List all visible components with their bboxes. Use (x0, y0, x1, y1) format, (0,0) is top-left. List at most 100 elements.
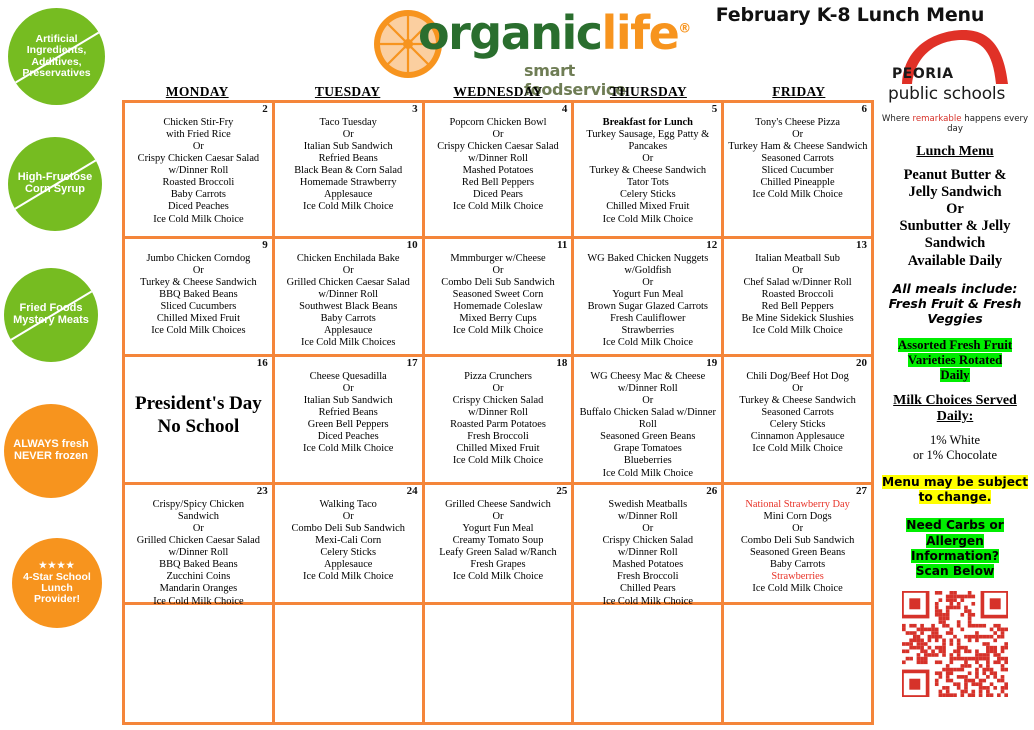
menu-item: WG Baked Chicken Nuggets (587, 253, 709, 264)
menu-item: Applesauce (323, 189, 373, 201)
menu-item: Red Bell Peppers (461, 177, 535, 189)
calendar-day-17[interactable]: 17 Cheese Quesadilla Or Italian Sub Sandwic… (274, 357, 425, 485)
calendar-day-10[interactable]: 10 Chicken Enchilada Bake Or Grilled Chicke… (274, 239, 425, 357)
calendar-day-empty[interactable] (274, 605, 425, 725)
calendar-day-9[interactable]: 9 Jumbo Chicken Corndog Or Turkey & Cheese … (125, 239, 275, 357)
calendar-day-empty[interactable] (574, 605, 725, 725)
calendar-week-row: 23 Crispy/Spicy Chicken Sandwich Or Grilled … (125, 485, 874, 607)
day-number: 24 (406, 485, 418, 497)
calendar-day-4[interactable]: 4 Popcorn Chicken Bowl Or Crispy Chicken Ca… (424, 103, 575, 239)
menu-item: Baby Carrots (770, 559, 826, 571)
menu-item: Ice Cold Milk Choice (602, 595, 693, 607)
menu-item: Celery Sticks (769, 419, 826, 431)
calendar-week-row: 9 Jumbo Chicken Corndog Or Turkey & Cheese … (125, 239, 874, 357)
orange-citrus-slice-icon (374, 10, 442, 78)
menu-item: Mmmburger w/Cheese (450, 253, 546, 264)
calendar-day-24[interactable]: 24 Walking Taco Or Combo Deli Sub Sandwich M… (274, 485, 425, 605)
menu-item: Fresh Broccoli (617, 571, 679, 583)
menu-item: Roll (638, 419, 657, 431)
menu-item: Italian Sub Sandwich (303, 141, 393, 153)
menu-item: Blueberries (623, 455, 672, 467)
menu-item: Seasoned Carrots (761, 407, 834, 419)
menu-item: Roasted Broccoli (162, 177, 235, 189)
menu-item: Chicken Enchilada Bake (296, 253, 400, 264)
weekday-friday: FRIDAY (772, 84, 826, 99)
allergen-info-qr-code[interactable] (900, 589, 1010, 700)
menu-item: Cinnamon Applesauce (750, 431, 845, 443)
calendar-day-19[interactable]: 19 WG Cheesy Mac & Cheese w/Dinner Roll Or B… (574, 357, 725, 485)
menu-item: Chili Dog/Beef Hot Dog (746, 371, 849, 382)
menu-item: Mashed Potatoes (612, 559, 684, 571)
menu-item: Or (492, 383, 504, 395)
calendar-day-16[interactable]: 16 President's Day No School (125, 357, 275, 485)
menu-item: Leafy Green Salad w/Ranch (439, 547, 557, 559)
menu-item: Crispy Chicken Caesar Salad (137, 153, 260, 165)
menu-item: Or (492, 511, 504, 523)
calendar-day-23[interactable]: 23 Crispy/Spicy Chicken Sandwich Or Grilled … (125, 485, 275, 607)
menu-item: Fresh Cauliflower (610, 313, 686, 325)
badge-line: Additives, (31, 55, 82, 68)
calendar-day-26[interactable]: 26 Swedish Meatballs w/Dinner Roll Or Crispy… (574, 485, 725, 607)
menu-item: Mashed Potatoes (462, 165, 534, 177)
calendar-day-25[interactable]: 25 Grilled Cheese Sandwich Or Yogurt Fun Me… (424, 485, 575, 605)
calendar-day-6[interactable]: 6 Tony's Cheese Pizza Or Turkey Ham & Chees… (724, 103, 874, 239)
text-line: Assorted Fresh Fruit (897, 338, 1013, 353)
menu-item-list: Grilled Cheese Sandwich Or Yogurt Fun Meal… (429, 487, 568, 583)
menu-item: Crispy Chicken Caesar Salad (437, 141, 559, 153)
tagline-highlight: remarkable (912, 114, 962, 124)
menu-item: Combo Deli Sub Sandwich (740, 535, 855, 547)
menu-item: Chilled Pears (619, 583, 676, 595)
badge-no-fried-foods: Fried Foods Mystery Meats (4, 268, 98, 362)
menu-item: w/Dinner Roll (617, 383, 678, 395)
calendar-day-3[interactable]: 3 Taco Tuesday Or Italian Sub Sandwich Refri… (274, 103, 425, 239)
calendar-day-empty[interactable] (424, 605, 575, 725)
menu-item: w/Goldfish (624, 265, 672, 277)
menu-item: Or (642, 277, 654, 289)
menu-item: Or (642, 153, 654, 165)
badge-no-artificial-ingredients: Artificial Ingredients, Additives, Prese… (8, 8, 105, 105)
menu-item: Turkey & Cheese Sandwich (140, 277, 257, 289)
menu-item: Turkey & Cheese Sandwich (589, 165, 707, 177)
badge-line: Lunch (41, 581, 73, 594)
day-number: 20 (855, 357, 867, 369)
calendar-day-18[interactable]: 18 Pizza Crunchers Or Crispy Chicken Salad w… (424, 357, 575, 485)
menu-item: Or (792, 383, 804, 395)
calendar-day-empty[interactable] (125, 605, 275, 725)
calendar-day-2[interactable]: 2 Chicken Stir-Fry with Fried Rice Or Crispy… (125, 103, 275, 239)
badge-line: High-Fructose (17, 171, 93, 184)
lunch-calendar: MONDAY TUESDAY WEDNESDAY THURSDAY FRIDAY… (122, 84, 874, 725)
menu-item: Seasoned Green Beans (600, 431, 696, 443)
calendar-day-13[interactable]: 13 Italian Meatball Sub Or Chef Salad w/Din… (724, 239, 874, 357)
menu-item: w/Dinner Roll (617, 511, 678, 523)
menu-item: Mixed Berry Cups (459, 313, 537, 325)
menu-item: Turkey & Cheese Sandwich (739, 395, 856, 407)
menu-item: Crispy Chicken Salad (602, 535, 694, 547)
menu-item: Diced Pears (473, 189, 523, 201)
menu-item: Green Bell Peppers (307, 419, 389, 431)
menu-item: Southwest Black Beans (299, 301, 398, 313)
daily-sandwich-note: Peanut Butter & Jelly Sandwich Or Sunbutter… (876, 167, 1034, 270)
menu-item-list: Pizza Crunchers Or Crispy Chicken Salad w/D… (429, 359, 568, 468)
menu-item: Italian Meatball Sub (755, 253, 840, 264)
menu-item: Red Bell Peppers (761, 301, 834, 313)
menu-item: Tator Tots (626, 177, 669, 189)
calendar-day-11[interactable]: 11 Mmmburger w/Cheese Or Combo Deli Sub San… (424, 239, 575, 357)
menu-item: Yogurt Fun Meal (462, 523, 534, 535)
brand-tagline: smart foodservice (524, 61, 626, 99)
menu-item: Grilled Chicken Caesar Salad (136, 535, 260, 547)
calendar-day-20[interactable]: 20 Chili Dog/Beef Hot Dog Or Turkey & Chees… (724, 357, 874, 485)
text-line: All meals include: (892, 280, 1018, 296)
calendar-day-12[interactable]: 12 WG Baked Chicken Nuggets w/Goldfish Or Yo… (574, 239, 725, 357)
menu-item: Ice Cold Milk Choice (153, 213, 244, 225)
badge-line: Fried Foods (19, 302, 83, 315)
day-number: 16 (256, 357, 268, 369)
menu-item: Strawberries (621, 325, 675, 337)
calendar-week-row (125, 605, 874, 725)
calendar-day-empty[interactable] (724, 605, 874, 725)
menu-item: Ice Cold Milk Choice (303, 571, 394, 583)
menu-item: Or (492, 265, 504, 277)
day-number: 2 (262, 103, 268, 115)
calendar-day-27[interactable]: 27 National Strawberry Day Mini Corn Dogs O… (724, 485, 874, 605)
calendar-day-5[interactable]: 5 Breakfast for Lunch Turkey Sausage, Egg … (574, 103, 725, 239)
page-title: February K-8 Lunch Menu (715, 4, 985, 26)
